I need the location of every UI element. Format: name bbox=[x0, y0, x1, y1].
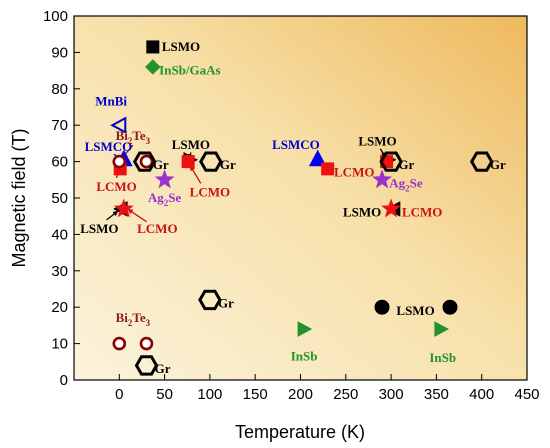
data-point-gr-4 bbox=[134, 355, 159, 376]
annotation-label-gr-c: Gr bbox=[398, 157, 414, 172]
data-point-mnbi-70 bbox=[110, 116, 127, 134]
annotation-label-lsmo-d: LSMO bbox=[343, 205, 381, 220]
data-point-bite-10a bbox=[112, 336, 127, 351]
annotation-label-mnbi: MnBi bbox=[95, 94, 127, 109]
annotation-label-gr-e: Gr bbox=[218, 296, 234, 311]
x-tick-label: 350 bbox=[424, 386, 449, 403]
annotation-label-lsmo-top: LSMO bbox=[162, 39, 200, 54]
annotation-label-agse-a: Ag2Se bbox=[148, 190, 182, 208]
data-point-lsmo-91 bbox=[146, 40, 160, 54]
x-tick-label: 250 bbox=[333, 386, 358, 403]
data-point-gr-60b bbox=[199, 151, 223, 172]
annotation-label-lsmo-a: LSMO bbox=[172, 137, 210, 152]
y-tick-label: 90 bbox=[51, 44, 68, 61]
y-tick-label: 80 bbox=[51, 81, 68, 98]
x-axis-title: Temperature (K) bbox=[235, 422, 365, 442]
annotation-label-insb-gaas: InSb/GaAs bbox=[159, 63, 220, 78]
annotation-arrow bbox=[106, 210, 119, 221]
data-point-agse-55a bbox=[154, 169, 175, 189]
annotation-label-lcmo-e: LCMO bbox=[402, 205, 442, 220]
annotation-label-lsmo-c: LSMO bbox=[358, 134, 396, 149]
plot-area-background bbox=[74, 16, 527, 380]
annotation-label-gr-b: Gr bbox=[220, 157, 236, 172]
data-point-agse-55b bbox=[372, 169, 392, 189]
x-tick-label: 400 bbox=[469, 386, 494, 403]
x-tick-label: 150 bbox=[243, 386, 268, 403]
data-point-lcmo-60a bbox=[181, 155, 195, 169]
annotation-label-bite-a: Bi2Te3 bbox=[116, 128, 151, 146]
annotation-label-gr-a: Gr bbox=[153, 157, 169, 172]
annotation-label-lcmo-b: LCMO bbox=[190, 185, 230, 200]
annotation-label-gr-f: Gr bbox=[155, 361, 171, 376]
y-tick-label: 20 bbox=[51, 299, 68, 316]
annotation-label-agse-b: Ag2Se bbox=[389, 175, 423, 193]
axis-ticks: 0 50 100 150 200 250 300 350 400 450 0 10 20 30 40 50 60… bbox=[43, 8, 540, 403]
data-point-gr-22 bbox=[198, 289, 222, 311]
annotation-label-insb-b: InSb bbox=[429, 350, 456, 365]
data-point-gr-60d bbox=[469, 151, 494, 172]
y-axis-title: Magnetic field (T) bbox=[9, 128, 29, 267]
x-tick-label: 200 bbox=[288, 386, 313, 403]
annotation-label-gr-d: Gr bbox=[490, 157, 506, 172]
x-tick-label: 100 bbox=[197, 386, 222, 403]
y-tick-label: 0 bbox=[60, 372, 68, 389]
data-point-bite-10b bbox=[139, 336, 154, 351]
annotation-label-insb-a: InSb bbox=[291, 348, 318, 363]
data-point-bite-60a bbox=[112, 154, 127, 169]
data-point-lcmo-47a bbox=[113, 198, 134, 218]
y-tick-label: 10 bbox=[51, 336, 68, 353]
data-point-gr-60c bbox=[379, 151, 403, 172]
data-point-lsmco-60b bbox=[308, 149, 327, 167]
data-point-lcmo-58b bbox=[321, 162, 335, 176]
data-point-bite-60b bbox=[139, 154, 154, 169]
annotation-label-lsmco-b: LSMCO bbox=[272, 137, 320, 152]
annotation-label-bite-b: Bi2Te3 bbox=[116, 310, 151, 328]
data-point-gr-60a bbox=[132, 151, 157, 172]
data-point-insb-14a bbox=[297, 321, 313, 337]
y-tick-label: 70 bbox=[51, 117, 68, 134]
annotation-label-lsmo-e: LSMO bbox=[396, 303, 434, 318]
x-tick-label: 300 bbox=[379, 386, 404, 403]
annotation-label-lcmo-c: LCMO bbox=[137, 221, 177, 236]
data-points bbox=[110, 40, 494, 376]
data-point-insb-gaas-86 bbox=[145, 59, 161, 75]
annotation-label-lsmco-a: LSMCO bbox=[85, 139, 133, 154]
x-tick-label: 0 bbox=[115, 386, 123, 403]
annotation-arrow bbox=[127, 208, 147, 223]
annotation-label-lsmo-b: LSMO bbox=[80, 221, 118, 236]
plot-frame bbox=[73, 15, 528, 381]
x-tick-label: 50 bbox=[156, 386, 173, 403]
annotation-label-lcmo-a: LCMO bbox=[96, 179, 136, 194]
data-point-insb-14b bbox=[434, 321, 449, 337]
y-tick-label: 40 bbox=[51, 226, 68, 243]
y-tick-label: 100 bbox=[43, 8, 68, 25]
data-point-lsmo-20b bbox=[442, 299, 458, 315]
annotation-label-lcmo-d: LCMO bbox=[334, 165, 374, 180]
y-tick-label: 30 bbox=[51, 263, 68, 280]
y-tick-label: 60 bbox=[51, 154, 68, 171]
data-point-lcmo-47b bbox=[381, 198, 402, 218]
data-point-lsmo-20a bbox=[374, 299, 390, 315]
y-tick-label: 50 bbox=[51, 190, 68, 207]
x-tick-label: 450 bbox=[514, 386, 539, 403]
